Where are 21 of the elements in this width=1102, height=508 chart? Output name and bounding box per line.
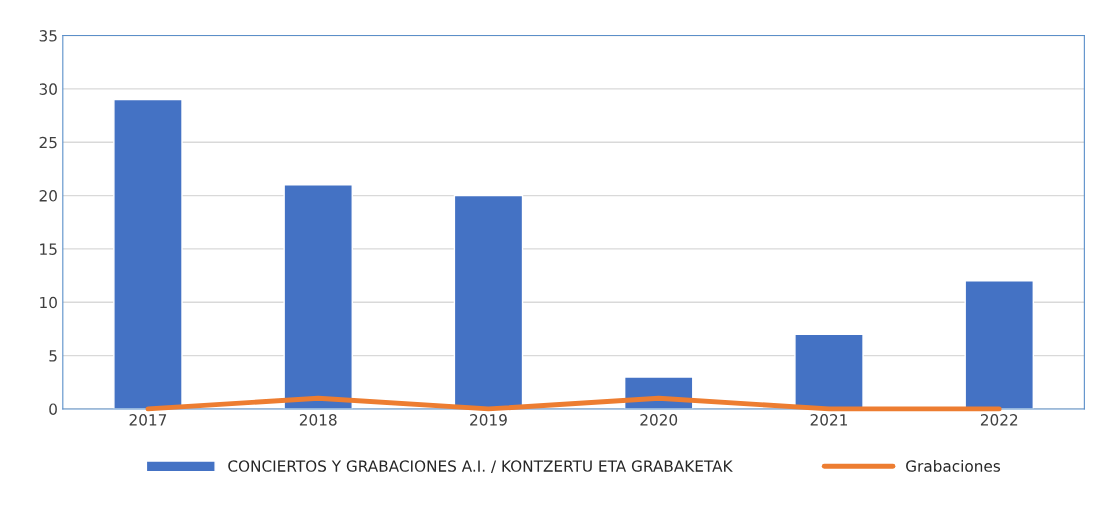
y-tick-label: 10 xyxy=(40,296,57,309)
bar xyxy=(113,98,183,409)
x-tick-label: 2019 xyxy=(470,414,507,426)
bar xyxy=(453,194,524,409)
legend-label: Grabaciones xyxy=(906,460,1001,472)
legend-label: CONCIERTOS Y GRABACIONES A.I. / KONTZERTU ETA GRABAKETAK xyxy=(228,460,733,474)
bar xyxy=(794,333,864,409)
y-tick-label: 25 xyxy=(39,136,57,149)
x-tick-label: 2020 xyxy=(640,414,678,426)
x-tick-label: 2021 xyxy=(810,414,848,426)
y-tick-label: 20 xyxy=(39,190,57,202)
y-tick-label: 5 xyxy=(49,350,57,362)
bar xyxy=(283,184,353,409)
y-tick-label: 15 xyxy=(40,243,57,255)
y-tick-label: 35 xyxy=(39,30,57,42)
x-tick-label: 2018 xyxy=(299,414,337,426)
x-tick-label: 2017 xyxy=(129,414,167,426)
y-tick-label: 30 xyxy=(39,83,57,95)
x-tick-label: 2022 xyxy=(980,414,1018,426)
y-tick-label: 0 xyxy=(49,403,57,415)
bar xyxy=(964,280,1034,409)
